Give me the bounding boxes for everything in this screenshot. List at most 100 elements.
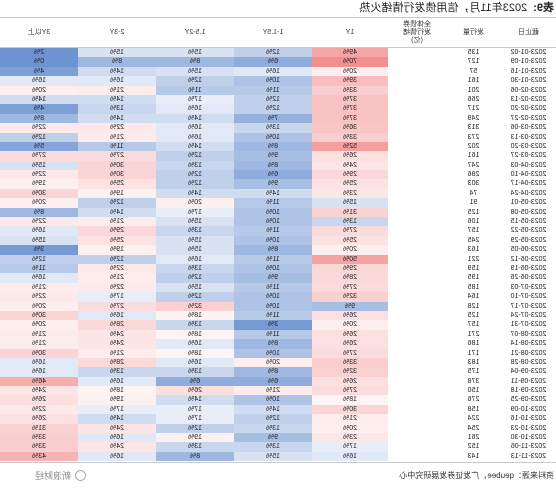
cell-sentiment	[388, 217, 446, 226]
cell-date: 2023-10-23	[510, 424, 547, 432]
cell-sentiment	[388, 123, 446, 132]
col-1y: 33%	[312, 357, 388, 368]
col-3y-plus: 24%	[0, 386, 78, 396]
col-1-1.5y: 13%	[234, 442, 312, 452]
col-1.5-2y: 15%	[156, 245, 234, 255]
header-2-3y: 2-3Y	[109, 29, 125, 36]
cell-sentiment	[388, 76, 446, 85]
col-2-3y: 15%	[78, 48, 156, 58]
cell-sentiment	[388, 405, 446, 414]
header-sentiment-top: 全体债券	[403, 21, 431, 28]
col-1.5-2y: 8%	[156, 57, 234, 67]
col-1-1.5y: 8%	[234, 339, 312, 349]
col-1.5-2y: 15%	[156, 66, 234, 77]
cell-sentiment	[388, 330, 446, 339]
col-3y-plus: 3%	[0, 245, 78, 255]
col-1-1.5y: 12%	[234, 104, 312, 114]
col-3y-plus: 20%	[0, 85, 78, 95]
col-1-1.5y: 10%	[234, 348, 312, 358]
col-2-3y: 19%	[78, 245, 156, 255]
col-3y-plus: 15%	[0, 235, 78, 246]
table-row: 2023-08-07 271 26% 11% 18% 24% 21%	[0, 329, 556, 340]
cell-volume: 217	[467, 105, 480, 113]
col-1y: 33%	[312, 85, 388, 95]
col-3y-plus: 4%	[0, 66, 78, 77]
col-3y-plus: 30%	[0, 310, 78, 321]
cell-volume: 161	[467, 152, 480, 160]
col-1-1.5y: 10%	[234, 301, 312, 311]
col-3y-plus: 22%	[0, 404, 78, 415]
col-1y: 16%	[312, 451, 388, 462]
cell-date: 2023-05-08	[510, 208, 547, 216]
col-1y: 33%	[312, 132, 388, 142]
cell-sentiment	[388, 452, 446, 461]
cell-volume: 245	[467, 236, 480, 244]
cell-volume: 164	[467, 293, 480, 301]
col-2-3y: 25%	[78, 179, 156, 189]
col-3y-plus: 20%	[0, 198, 78, 208]
table-caption: 2023年11月，信用债发行情绪火热	[359, 2, 528, 14]
col-1-1.5y: 9%	[234, 151, 312, 161]
col-1y: 37%	[312, 104, 388, 114]
cell-volume: 276	[467, 396, 480, 404]
cell-date: 2023-02-20	[510, 105, 547, 113]
cell-volume: 74	[469, 189, 478, 197]
cell-volume: 57	[469, 67, 478, 75]
cell-volume: 271	[467, 330, 480, 338]
table-row: 2023-02-27 249 37% 7% 14% 14% 8%	[0, 113, 556, 124]
col-1.5-2y: 15%	[156, 48, 234, 58]
col-1-1.5y: 11%	[234, 310, 312, 321]
cell-volume: 91	[469, 199, 478, 207]
col-2-3y: 22%	[78, 282, 156, 293]
col-1-1.5y: 10%	[234, 76, 312, 86]
table-row: 2023-07-24 125 26% 11% 18% 16% 30%	[0, 310, 556, 321]
col-1y: 20%	[312, 423, 388, 434]
col-1-1.5y: 8%	[234, 367, 312, 377]
col-2-3y: 24%	[78, 329, 156, 340]
cell-date: 2023-04-24	[510, 189, 547, 197]
col-3y-plus: 8%	[0, 207, 78, 218]
cell-volume: 249	[467, 114, 480, 122]
col-3y-plus: 22%	[0, 217, 78, 227]
cell-sentiment	[388, 311, 446, 320]
cell-sentiment	[388, 142, 446, 151]
cell-date: 2023-07-31	[510, 321, 547, 329]
col-1-1.5y: 11%	[234, 282, 312, 293]
cell-sentiment	[388, 114, 446, 123]
col-2-3y: 19%	[78, 395, 156, 405]
col-1-1.5y: 10%	[234, 207, 312, 218]
col-2-3y: 22%	[78, 263, 156, 274]
col-1y: 23%	[312, 188, 388, 199]
col-1y: 37%	[312, 113, 388, 124]
col-1-1.5y: 10%	[234, 263, 312, 274]
col-1.5-2y: 16%	[156, 254, 234, 264]
col-1-1.5y: 15%	[234, 451, 312, 462]
col-1y: 23%	[312, 433, 388, 443]
col-1y: 50%	[312, 254, 388, 264]
table-row: 2023-10-30 261 23% 9% 19% 16% 33%	[0, 433, 556, 443]
cell-date: 2023-01-30	[510, 77, 547, 85]
col-1y: 32%	[312, 292, 388, 302]
col-1.5-2y: 12%	[156, 170, 234, 180]
table-row: 2023-07-17 128 9% 10% 32% 27% 20%	[0, 301, 556, 311]
col-1-1.5y: 12%	[234, 48, 312, 58]
col-1-1.5y: 10%	[234, 235, 312, 246]
col-3y-plus: 21%	[0, 282, 78, 293]
table-row: 2023-06-26 195 28% 9% 12% 21% 16%	[0, 273, 556, 283]
col-1-1.5y: 14%	[234, 404, 312, 415]
col-1.5-2y: 12%	[156, 76, 234, 86]
source-note: 资料来源：qeubee，广发证券发展研究中心	[399, 471, 554, 480]
col-3y-plus: 31%	[0, 423, 78, 434]
col-1y: 27%	[312, 348, 388, 358]
cell-sentiment	[388, 208, 446, 217]
cell-volume: 286	[467, 171, 480, 179]
logo-text: 新浪财经	[34, 470, 71, 481]
col-1y: 30%	[312, 404, 388, 415]
col-1.5-2y: 12%	[156, 151, 234, 161]
table-title: 表9: 2023年11月，信用债发行情绪火热	[0, 0, 556, 16]
col-1.5-2y: 12%	[156, 273, 234, 283]
table-row: 2023-05-08 125 31% 10% 17% 14% 8%	[0, 207, 556, 218]
cell-date: 2023-06-26	[510, 274, 547, 282]
cell-date: 2023-05-15	[510, 218, 547, 226]
col-2-3y: 19%	[78, 188, 156, 199]
